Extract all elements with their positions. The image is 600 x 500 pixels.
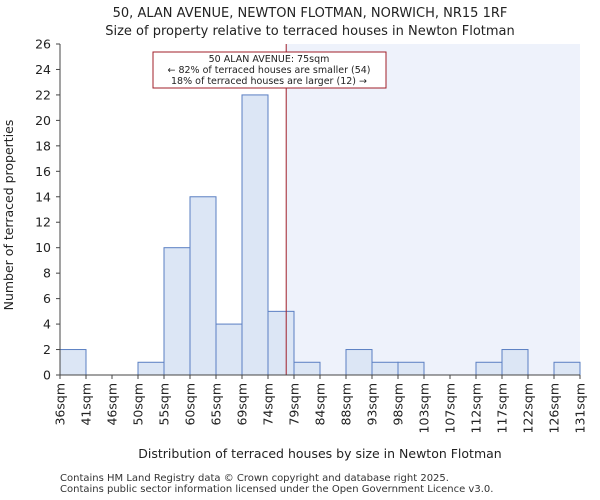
histogram-bar-117sqm — [501, 349, 529, 376]
annotation-box: 50 ALAN AVENUE: 75sqm ← 82% of terraced … — [152, 51, 387, 89]
y-tick-label: 6 — [43, 291, 51, 306]
x-axis-label: Distribution of terraced houses by size … — [138, 446, 501, 461]
histogram-bar-88sqm — [345, 349, 373, 376]
chart-title: 50, ALAN AVENUE, NEWTON FLOTMAN, NORWICH… — [113, 6, 508, 21]
x-tick-label: 50sqm — [131, 383, 146, 426]
histogram-bar-79sqm — [293, 361, 321, 376]
histogram-bar-93sqm — [371, 361, 399, 376]
y-tick-label: 16 — [35, 164, 51, 179]
histogram-bar-65sqm — [215, 323, 243, 376]
histogram-bar-112sqm — [475, 361, 503, 376]
histogram-bar-98sqm — [397, 361, 425, 376]
x-tick-label: 65sqm — [209, 383, 224, 426]
annotation-line-1: 50 ALAN AVENUE: 75sqm — [209, 54, 330, 65]
footer-copyright: Contains HM Land Registry data © Crown c… — [60, 473, 449, 484]
x-tick-label: 46sqm — [105, 383, 120, 426]
footer-licence: Contains public sector information licen… — [60, 484, 494, 495]
x-tick-label: 98sqm — [391, 383, 406, 426]
x-tick-label: 79sqm — [287, 383, 302, 426]
x-tick-label: 131sqm — [573, 383, 588, 433]
y-tick-label: 10 — [35, 240, 51, 255]
x-tick-label: 93sqm — [365, 383, 380, 426]
x-tick-label: 84sqm — [313, 383, 328, 426]
x-tick-label: 103sqm — [417, 383, 432, 433]
y-tick-label: 26 — [35, 37, 51, 52]
larger-properties-region — [286, 44, 580, 375]
annotation-line-2: ← 82% of terraced houses are smaller (54… — [167, 65, 370, 76]
x-tick-label: 69sqm — [235, 383, 250, 426]
histogram-bar-74sqm — [267, 310, 295, 376]
x-tick-label: 41sqm — [79, 383, 94, 426]
y-tick-label: 2 — [43, 342, 51, 357]
histogram-bar-69sqm — [241, 94, 269, 376]
x-tick-label: 112sqm — [469, 383, 484, 433]
y-tick-label: 12 — [35, 215, 51, 230]
histogram-bar-36sqm — [59, 349, 87, 376]
y-tick-label: 20 — [35, 113, 51, 128]
annotation-line-3: 18% of terraced houses are larger (12) → — [171, 76, 367, 87]
annotation-frame — [152, 51, 387, 89]
chart-subtitle: Size of property relative to terraced ho… — [105, 24, 515, 39]
x-tick-label: 117sqm — [495, 383, 510, 433]
histogram-bar-126sqm — [553, 361, 581, 376]
histogram-bar-60sqm — [189, 196, 217, 376]
y-axis-label: Number of terraced properties — [1, 120, 16, 311]
x-tick-label: 88sqm — [339, 383, 354, 426]
x-tick-label: 107sqm — [443, 383, 458, 433]
y-tick-label: 22 — [35, 87, 51, 102]
histogram-bar-55sqm — [163, 247, 191, 376]
x-tick-label: 122sqm — [521, 383, 536, 433]
y-tick-label: 24 — [35, 62, 51, 77]
y-tick-label: 4 — [43, 317, 51, 332]
x-tick-label: 60sqm — [183, 383, 198, 426]
histogram-bar-50sqm — [137, 361, 165, 376]
y-tick-label: 18 — [35, 138, 51, 153]
x-tick-label: 74sqm — [261, 383, 276, 426]
x-tick-label: 36sqm — [53, 383, 68, 426]
x-tick-label: 55sqm — [157, 383, 172, 426]
y-tick-label: 14 — [35, 189, 51, 204]
y-tick-label: 0 — [43, 368, 51, 383]
x-tick-label: 126sqm — [547, 383, 562, 433]
y-tick-label: 8 — [43, 266, 51, 281]
